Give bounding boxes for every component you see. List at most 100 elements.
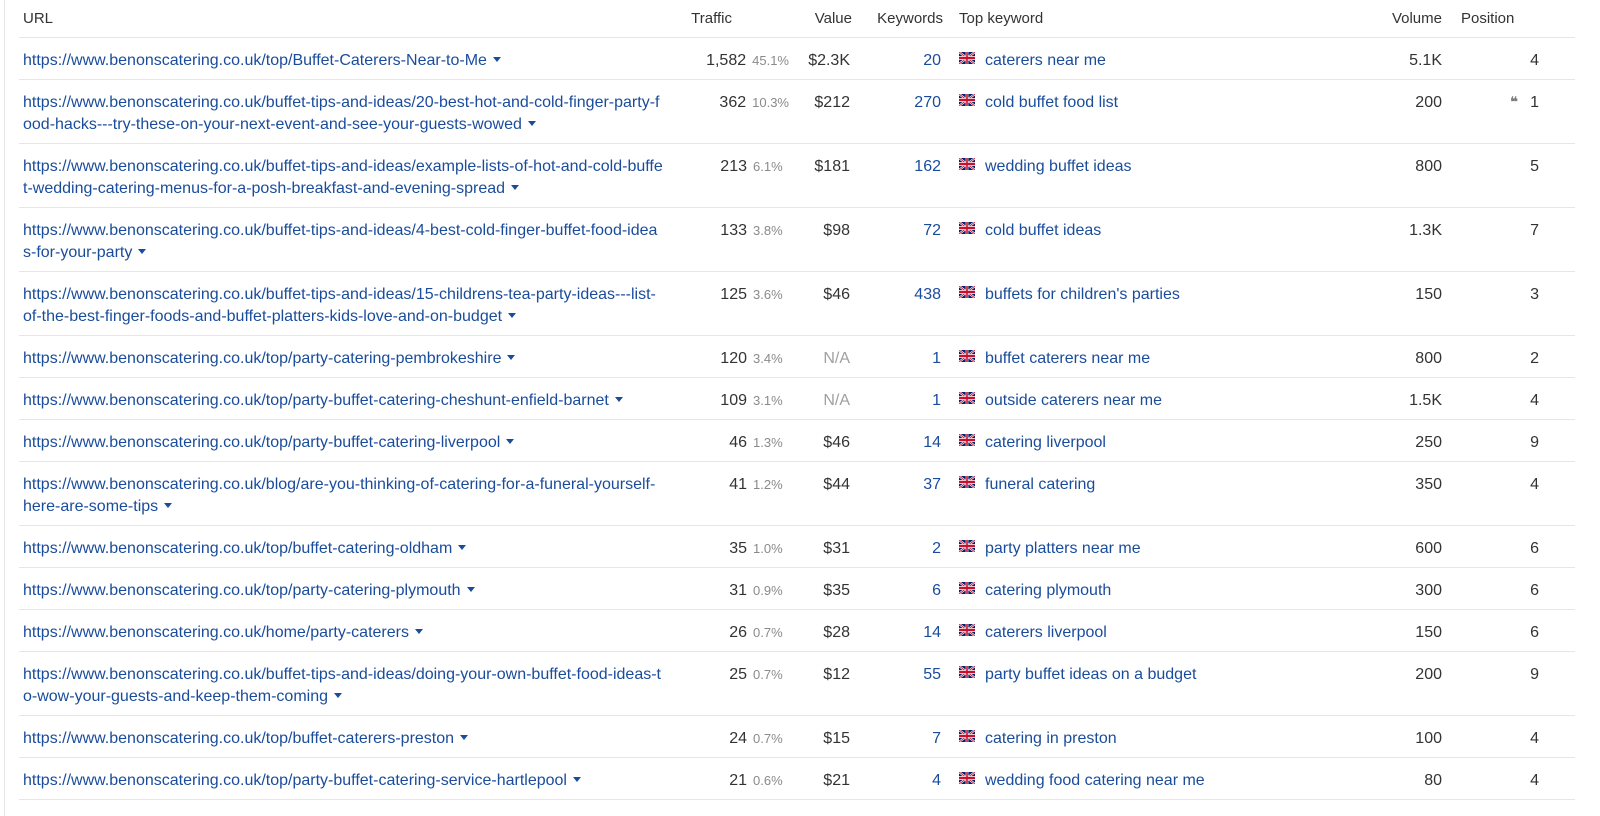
- page-url-link[interactable]: https://www.benonscatering.co.uk/buffet-…: [23, 665, 661, 705]
- keywords-count-link[interactable]: 14: [856, 609, 949, 652]
- table-row: https://www.benonscatering.co.uk/top/buf…: [19, 715, 1575, 758]
- value-cell: $31: [789, 525, 856, 568]
- column-header-value[interactable]: Value: [789, 0, 856, 38]
- keywords-count-link[interactable]: 14: [856, 419, 949, 462]
- caret-down-icon[interactable]: [511, 184, 520, 190]
- traffic-percent: 10.3%: [752, 94, 789, 110]
- caret-down-icon[interactable]: [614, 396, 623, 402]
- caret-down-icon[interactable]: [164, 502, 173, 508]
- keywords-count-link[interactable]: 72: [856, 207, 949, 272]
- top-keyword-link[interactable]: catering liverpool: [985, 433, 1106, 451]
- position-cell: 2: [1450, 335, 1575, 378]
- page-url-link[interactable]: https://www.benonscatering.co.uk/top/par…: [23, 391, 609, 409]
- volume-cell: 250: [1369, 419, 1450, 462]
- page-url-link[interactable]: https://www.benonscatering.co.uk/buffet-…: [23, 93, 660, 133]
- keywords-count-link[interactable]: 162: [856, 143, 949, 208]
- page-url-link[interactable]: https://www.benonscatering.co.uk/top/Buf…: [23, 51, 487, 69]
- page-url-link[interactable]: https://www.benonscatering.co.uk/buffet-…: [23, 157, 663, 197]
- column-header-traffic[interactable]: Traffic: [674, 0, 789, 38]
- page-url-link[interactable]: https://www.benonscatering.co.uk/home/pa…: [23, 623, 409, 641]
- value-cell: $46: [789, 271, 856, 336]
- position-value: 9: [1530, 665, 1539, 683]
- top-keyword-link[interactable]: cold buffet food list: [985, 93, 1119, 111]
- caret-down-icon[interactable]: [334, 692, 343, 698]
- volume-cell: 150: [1369, 609, 1450, 652]
- table-row: https://www.benonscatering.co.uk/buffet-…: [19, 271, 1575, 336]
- position-value: 9: [1530, 433, 1539, 451]
- table-row: https://www.benonscatering.co.uk/buffet-…: [19, 207, 1575, 272]
- position-value: 2: [1530, 349, 1539, 367]
- page-url-link[interactable]: https://www.benonscatering.co.uk/top/par…: [23, 433, 501, 451]
- caret-down-icon[interactable]: [460, 734, 469, 740]
- position-value: 1: [1530, 93, 1539, 111]
- top-keyword-link[interactable]: buffet caterers near me: [985, 349, 1151, 367]
- top-keyword-link[interactable]: wedding food catering near me: [985, 771, 1205, 789]
- table-row: https://www.benonscatering.co.uk/top/par…: [19, 567, 1575, 610]
- caret-down-icon[interactable]: [492, 56, 501, 62]
- keywords-count-link[interactable]: 4: [856, 757, 949, 800]
- top-keyword-link[interactable]: party buffet ideas on a budget: [985, 665, 1197, 683]
- traffic-value: 25: [729, 665, 747, 683]
- page-url-link[interactable]: https://www.benonscatering.co.uk/blog/ar…: [23, 475, 656, 515]
- caret-down-icon[interactable]: [506, 438, 515, 444]
- caret-down-icon[interactable]: [466, 586, 475, 592]
- page-url-link[interactable]: https://www.benonscatering.co.uk/top/par…: [23, 771, 567, 789]
- top-keyword-link[interactable]: catering in preston: [985, 729, 1117, 747]
- caret-down-icon[interactable]: [508, 312, 517, 318]
- keywords-count-link[interactable]: 438: [856, 271, 949, 336]
- page-url-link[interactable]: https://www.benonscatering.co.uk/top/buf…: [23, 539, 453, 557]
- uk-flag-icon: [959, 52, 975, 65]
- caret-down-icon[interactable]: [507, 354, 516, 360]
- keywords-count-link[interactable]: 1: [856, 377, 949, 420]
- top-keyword-cell: buffets for children's parties: [949, 271, 1369, 336]
- traffic-percent: 3.1%: [753, 392, 783, 408]
- caret-down-icon[interactable]: [572, 776, 581, 782]
- traffic-value: 120: [720, 349, 747, 367]
- caret-down-icon[interactable]: [138, 248, 147, 254]
- page-url-link[interactable]: https://www.benonscatering.co.uk/top/par…: [23, 581, 461, 599]
- table-row: https://www.benonscatering.co.uk/top/par…: [19, 419, 1575, 462]
- top-keyword-link[interactable]: caterers near me: [985, 51, 1106, 69]
- position-cell: 5: [1450, 143, 1575, 208]
- caret-down-icon[interactable]: [527, 120, 536, 126]
- top-keyword-link[interactable]: wedding buffet ideas: [985, 157, 1132, 175]
- traffic-value: 1,582: [706, 51, 747, 69]
- column-header-position[interactable]: Position: [1450, 0, 1575, 38]
- keywords-count-link[interactable]: 20: [856, 37, 949, 80]
- top-keyword-cell: catering liverpool: [949, 419, 1369, 462]
- column-header-volume[interactable]: Volume: [1369, 0, 1450, 38]
- top-keyword-link[interactable]: party platters near me: [985, 539, 1141, 557]
- page-url-link[interactable]: https://www.benonscatering.co.uk/top/par…: [23, 349, 502, 367]
- column-header-keywords[interactable]: Keywords: [856, 0, 949, 38]
- position-value: 4: [1530, 391, 1539, 409]
- position-cell: 4: [1450, 715, 1575, 758]
- top-keyword-link[interactable]: outside caterers near me: [985, 391, 1162, 409]
- column-header-url[interactable]: URL: [19, 0, 674, 38]
- value-cell: N/A: [789, 377, 856, 420]
- caret-down-icon[interactable]: [458, 544, 467, 550]
- top-keyword-link[interactable]: funeral catering: [985, 475, 1096, 493]
- caret-down-icon[interactable]: [414, 628, 423, 634]
- page-url-link[interactable]: https://www.benonscatering.co.uk/top/buf…: [23, 729, 455, 747]
- keywords-count-link[interactable]: 55: [856, 651, 949, 716]
- keywords-count-link[interactable]: 270: [856, 79, 949, 144]
- position-cell: 4: [1450, 37, 1575, 80]
- volume-cell: 300: [1369, 567, 1450, 610]
- top-keyword-link[interactable]: cold buffet ideas: [985, 221, 1102, 239]
- keywords-count-link[interactable]: 6: [856, 567, 949, 610]
- position-value: 5: [1530, 157, 1539, 175]
- volume-cell: 100: [1369, 715, 1450, 758]
- top-keyword-link[interactable]: catering plymouth: [985, 581, 1112, 599]
- keywords-count-link[interactable]: 2: [856, 525, 949, 568]
- column-header-top-keyword[interactable]: Top keyword: [949, 0, 1369, 38]
- top-keyword-cell: party platters near me: [949, 525, 1369, 568]
- top-keyword-link[interactable]: buffets for children's parties: [985, 285, 1180, 303]
- top-keyword-cell: caterers near me: [949, 37, 1369, 80]
- page-url-link[interactable]: https://www.benonscatering.co.uk/buffet-…: [23, 285, 656, 325]
- volume-cell: 200: [1369, 651, 1450, 716]
- keywords-count-link[interactable]: 37: [856, 461, 949, 526]
- page-url-link[interactable]: https://www.benonscatering.co.uk/buffet-…: [23, 221, 658, 261]
- keywords-count-link[interactable]: 7: [856, 715, 949, 758]
- top-keyword-link[interactable]: caterers liverpool: [985, 623, 1107, 641]
- keywords-count-link[interactable]: 1: [856, 335, 949, 378]
